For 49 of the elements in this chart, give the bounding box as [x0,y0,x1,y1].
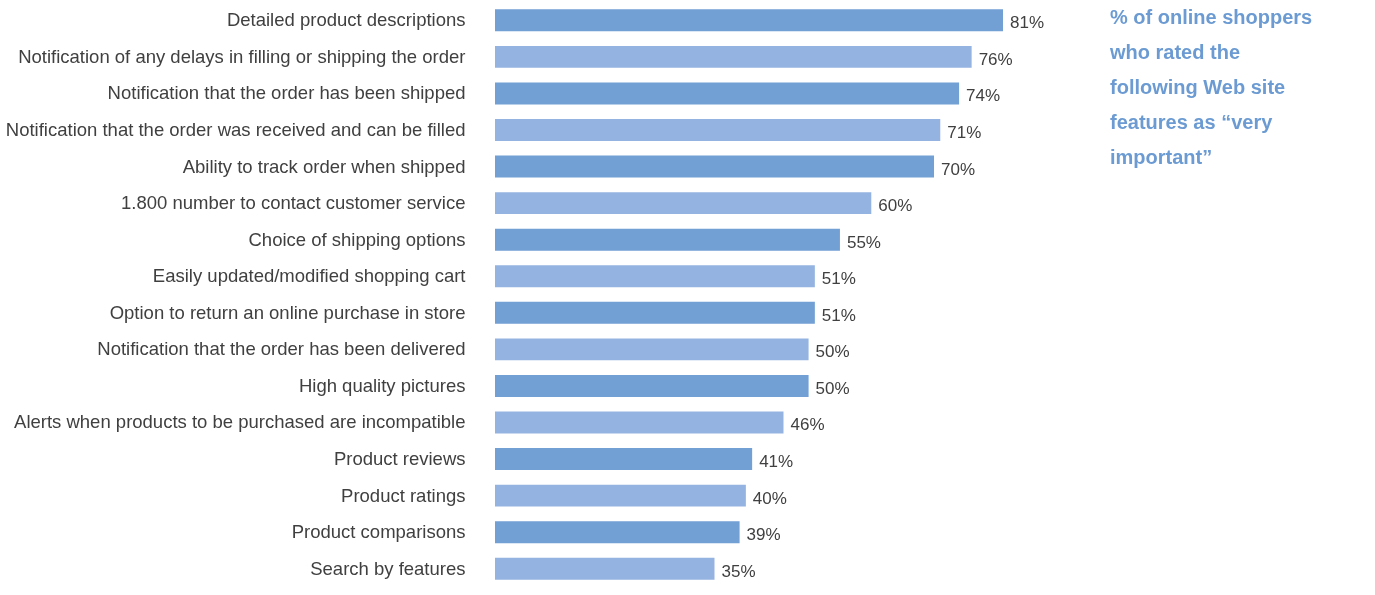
text: % of online shoppers who rated the following Web site features as “very important” [1109,6,1313,168]
bar [495,557,715,580]
data-label: 60% [878,196,913,216]
bar [495,521,740,544]
data-label: 71% [947,122,982,142]
data-label: 81% [1010,13,1045,33]
y-tick-label: Product comparisons [291,521,466,543]
data-label: 50% [815,342,850,362]
data-label: 55% [846,232,881,252]
data-label: 51% [821,305,856,325]
data-label: 41% [759,452,794,472]
y-tick-label: Product ratings [341,484,466,506]
bar [495,411,784,434]
data-label: 76% [978,49,1013,69]
y-tick-label: Notification that the order has been shipped [107,82,466,104]
y-tick-label: Notification that the order was received and can be filled [5,118,466,140]
y-tick-label: Alerts when products to be purchased are incompatible [14,411,466,433]
data-label: 39% [746,525,781,545]
data-label: 74% [966,86,1001,106]
bar [495,155,935,178]
bar [495,82,960,105]
bar [495,119,941,141]
data-label: 46% [790,415,825,435]
y-tick-label: Ability to track order when shipped [182,155,466,177]
bar [495,228,840,251]
data-label: 70% [941,159,976,179]
bar [495,9,1003,32]
y-tick-label: Easily updated/modified shopping cart [152,265,466,287]
y-tick-label: Detailed product descriptions [226,9,466,31]
bar [495,448,753,470]
y-tick-label: Product reviews [333,448,466,470]
bar [495,374,809,397]
y-tick-label: 1.800 number to contact customer service [121,192,466,214]
data-label: 35% [721,561,756,581]
data-label: 40% [752,488,787,508]
bar [495,192,872,215]
bar [495,45,972,68]
bar [495,301,815,324]
bar [495,265,815,288]
y-tick-label: Option to return an online purchase in store [109,301,466,323]
y-tick-label: High quality pictures [298,374,466,396]
data-label: 51% [821,269,856,289]
data-label: 50% [815,378,850,398]
y-tick-label: Search by features [310,557,466,579]
y-tick-label: Choice of shipping options [248,228,466,250]
bar [495,484,746,507]
bar [495,338,809,361]
y-tick-label: Notification that the order has been delivered [97,338,466,360]
y-tick-label: Notification of any delays in filling or shipping the order [18,45,466,67]
